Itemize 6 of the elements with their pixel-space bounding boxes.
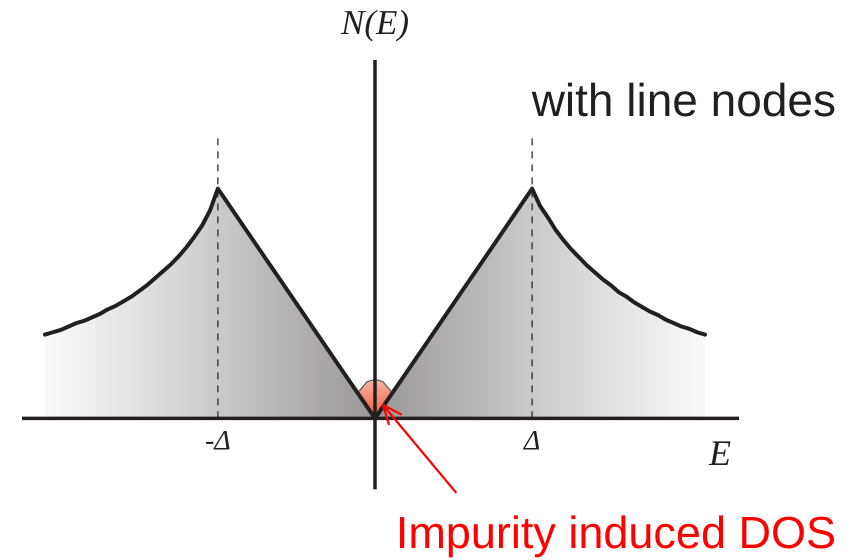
y-axis-title: N(E) bbox=[340, 3, 410, 42]
text: Impurity induced DOS bbox=[396, 507, 836, 558]
chart-title: with line nodes bbox=[530, 74, 836, 126]
x-axis-title: E bbox=[708, 432, 731, 473]
x-tick-label: Δ bbox=[522, 426, 540, 457]
x-tick-label: -Δ bbox=[204, 426, 231, 457]
